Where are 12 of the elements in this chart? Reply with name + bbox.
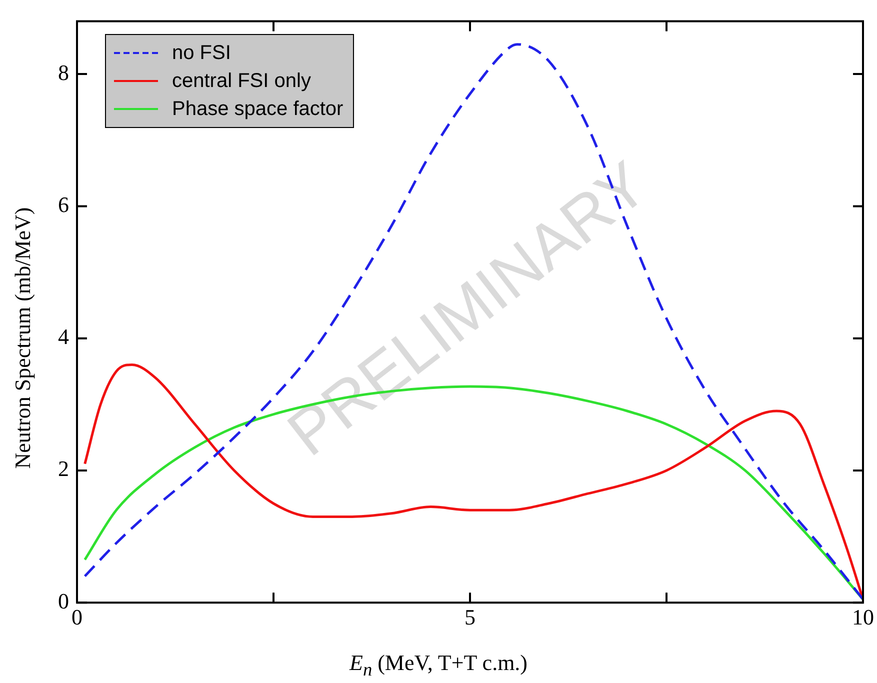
y-tick-label: 2 bbox=[58, 456, 69, 482]
legend-label: central FSI only bbox=[172, 70, 311, 93]
legend-label: Phase space factor bbox=[172, 98, 344, 121]
y-tick-label: 4 bbox=[58, 324, 69, 350]
y-tick-label: 6 bbox=[58, 192, 69, 217]
legend-label: no FSI bbox=[172, 42, 231, 65]
x-tick-label: 10 bbox=[852, 604, 874, 630]
x-axis-title: E$_{n}$ (MeV, T+T c.m.) bbox=[348, 650, 529, 680]
y-tick-label: 8 bbox=[58, 60, 69, 85]
x-tick-label: 5 bbox=[464, 604, 476, 630]
y-tick-label: 0 bbox=[58, 588, 69, 614]
y-axis-title: Neutron Spectrum (mb/MeV) bbox=[10, 206, 36, 471]
